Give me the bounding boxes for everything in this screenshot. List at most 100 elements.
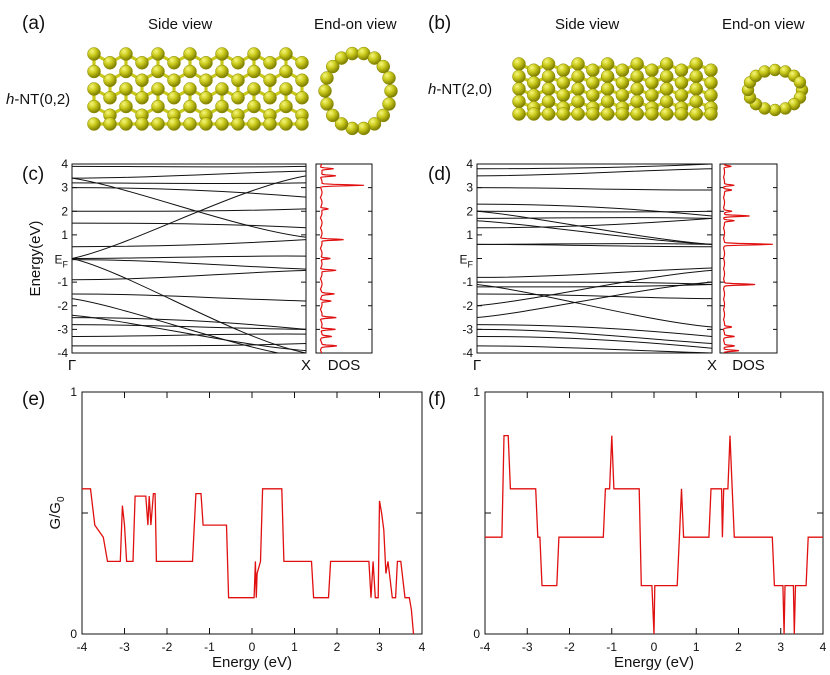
y-axis-label: G/G0 <box>47 496 67 530</box>
atom <box>586 88 600 102</box>
atom <box>689 69 703 84</box>
atom <box>512 94 526 109</box>
panel-a-end-view-label: End-on view <box>314 16 397 33</box>
atom <box>384 84 398 98</box>
atom <box>215 47 229 61</box>
nanotube-b-end-view <box>741 63 809 117</box>
panel-d-label: (d) <box>428 164 451 185</box>
atom <box>600 69 615 84</box>
atom <box>704 76 718 90</box>
panel-b-side-view-label: Side view <box>555 16 619 33</box>
y-tick-label: -2 <box>57 299 68 313</box>
atom <box>645 107 659 121</box>
atom <box>541 82 556 96</box>
atom <box>615 63 630 77</box>
x-tick-label: -2 <box>162 640 173 654</box>
y-tick-label: 1 <box>70 385 77 399</box>
atom <box>247 117 261 131</box>
x-tick-label: 3 <box>376 640 383 654</box>
band-structure-chart-d: 4 3 2 1 -1 -2 -3 -4 EF Γ X <box>459 157 717 374</box>
y-axis-label-sub: 0 <box>56 496 67 502</box>
atom <box>135 91 149 105</box>
atom <box>615 107 630 121</box>
atom <box>600 57 615 71</box>
band-line <box>72 177 306 238</box>
band-line <box>477 281 712 285</box>
atom <box>263 117 277 131</box>
atom <box>318 84 332 98</box>
band-line <box>72 343 306 347</box>
atom <box>704 107 718 121</box>
y-tick-label: 0 <box>70 627 77 641</box>
band-line <box>477 293 712 300</box>
band-line <box>477 345 712 353</box>
atom <box>151 99 165 114</box>
atom <box>512 57 526 71</box>
atom <box>199 91 213 105</box>
atom <box>615 88 630 102</box>
band-line <box>72 165 306 168</box>
x-axis-label: Energy (eV) <box>212 654 292 671</box>
atom <box>231 117 245 131</box>
plot-frame <box>315 163 373 354</box>
x-tick-label: 3 <box>777 640 784 654</box>
band-line <box>477 243 712 248</box>
atom <box>768 103 782 117</box>
atom <box>527 63 541 77</box>
atom <box>541 69 556 84</box>
y-tick-label: -1 <box>462 275 473 289</box>
band-line <box>72 314 306 352</box>
atom <box>119 47 133 61</box>
atom <box>320 71 334 85</box>
fermi-level-label: EF <box>54 253 68 270</box>
panel-b-end-view-label: End-on view <box>722 16 805 33</box>
atom <box>556 63 571 77</box>
y-tick-label: 1 <box>473 385 480 399</box>
atom <box>183 99 197 114</box>
y-tick-label: 1 <box>61 228 68 242</box>
atom <box>571 94 585 109</box>
atom <box>325 108 340 123</box>
y-tick-label: 1 <box>466 228 473 242</box>
atom <box>556 76 571 90</box>
atom <box>512 82 526 96</box>
panel-b-structure-label-italic: h <box>428 81 436 98</box>
y-axis-label: Energy(eV) <box>27 221 44 297</box>
atom <box>659 107 674 121</box>
y-tick-label: 3 <box>61 181 68 195</box>
y-tick-label: -4 <box>462 346 473 360</box>
band-line <box>72 170 306 179</box>
transmission-line <box>82 488 415 635</box>
x-tick-label: 2 <box>334 640 341 654</box>
atom <box>199 56 213 70</box>
band-line <box>477 269 712 307</box>
atom <box>512 107 526 121</box>
panel-e-label: (e) <box>22 389 45 410</box>
atom <box>556 107 571 121</box>
atom <box>151 64 165 79</box>
atom <box>586 76 600 90</box>
atom <box>600 107 615 121</box>
atom <box>135 56 149 70</box>
panel-a-structure-label: h-NT(0,2) <box>6 91 70 108</box>
atom <box>586 63 600 77</box>
atom <box>247 64 261 79</box>
panel-b: (b) Side view End-on view h-NT(2,0) <box>428 13 809 121</box>
atom <box>527 107 541 121</box>
atom <box>645 88 659 102</box>
atom <box>758 65 771 78</box>
atom <box>279 64 293 79</box>
x-tick-label: Γ <box>473 357 481 374</box>
atom <box>247 99 261 114</box>
x-tick-label: -1 <box>606 640 617 654</box>
y-tick-label: -4 <box>57 346 68 360</box>
atom <box>151 82 165 96</box>
atom <box>541 57 556 71</box>
band-line <box>72 258 306 353</box>
y-tick-label: 2 <box>466 204 473 218</box>
atom <box>167 117 181 131</box>
dos-line <box>319 163 364 354</box>
panel-b-structure-label-rest: -NT(2,0) <box>436 81 492 98</box>
panel-a-structure-label-italic: h <box>6 91 14 108</box>
atom <box>356 121 371 136</box>
